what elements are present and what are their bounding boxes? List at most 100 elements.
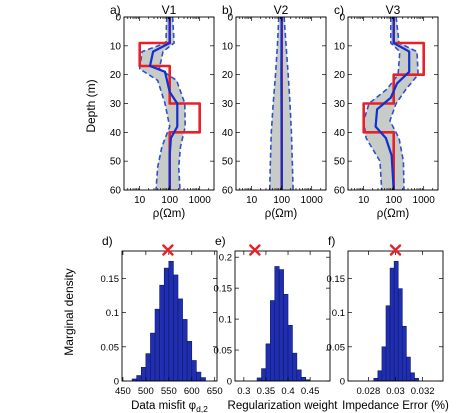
x-tick-label: 1000 — [301, 195, 324, 206]
histogram-bar — [163, 267, 170, 382]
histogram-bar — [385, 305, 391, 382]
x-tick-label: 0.03 — [386, 386, 405, 397]
lower-bound-line — [362, 17, 401, 190]
histogram-bar — [300, 376, 306, 382]
panel-title: V3 — [386, 3, 401, 17]
profile-plot-area — [362, 17, 426, 190]
x-tick-label: 500 — [138, 386, 154, 397]
y-tick-label: 40 — [110, 128, 122, 139]
histogram-bar — [186, 341, 193, 382]
x-axis-label-subscript: d,2 — [196, 404, 208, 413]
y-tick-label: 0 — [340, 377, 345, 388]
y-tick-label: 30 — [222, 99, 234, 110]
panel-label: b) — [222, 3, 233, 17]
marker-stroke — [249, 244, 261, 256]
axes-frame — [234, 250, 331, 382]
mean-model-line — [148, 17, 179, 190]
histogram-bar — [296, 369, 302, 382]
histogram-bar — [270, 300, 276, 382]
y-tick-label: 20 — [334, 70, 346, 81]
x-axis-label: Impedance Error (%) — [342, 400, 449, 412]
y-tick-label: 0.1 — [332, 308, 345, 319]
marker-stroke — [389, 244, 402, 256]
x-tick-label: 10 — [246, 195, 258, 206]
x-tick-label: 10 — [358, 195, 370, 206]
mean-model-line — [374, 17, 411, 190]
y-tick-label: 0 — [114, 377, 119, 388]
histogram-bar — [182, 319, 188, 382]
upper-bound-line — [158, 17, 186, 190]
upper-bound-line — [283, 17, 294, 190]
histogram-bar — [283, 294, 289, 382]
histogram-bar — [410, 372, 415, 382]
mean-model-line — [280, 17, 283, 190]
x-axis-label: Regularization weight — [228, 400, 339, 412]
y-tick-label: 50 — [334, 157, 346, 168]
y-tick-label: 30 — [110, 99, 122, 110]
y-tick-label: 0 — [227, 13, 233, 24]
y-tick-label: 10 — [222, 41, 234, 52]
true-model-line — [138, 17, 201, 190]
x-axis-label: ρ(Ωm) — [377, 208, 410, 220]
y-tick-label: 0.1 — [106, 308, 119, 319]
histogram-panel-1: 450 500 550 600 650 0 0.05 0.1 0.15 Data misfit φ… — [101, 234, 223, 413]
histogram-bar — [261, 368, 267, 382]
histogram-bar — [168, 260, 174, 382]
lower-bound-line — [138, 17, 171, 190]
histogram-bar — [393, 260, 399, 382]
histogram-bar — [154, 308, 160, 382]
histogram-bar — [200, 377, 206, 382]
histogram-bar — [274, 266, 280, 382]
x-axis-label: Data misfit φd,2 — [131, 400, 208, 413]
profiles-y-axis-label: Depth (m) — [84, 79, 98, 132]
y-tick-label: 0 — [227, 377, 232, 388]
x-tick-label: 10 — [134, 195, 146, 206]
x-tick-label: 0.45 — [301, 386, 320, 397]
histogram-bar — [406, 356, 411, 382]
y-tick-label: 20 — [110, 70, 122, 81]
x-tick-label: 100 — [385, 195, 402, 206]
y-tick-label: 0.05 — [327, 342, 346, 353]
panel-label: d) — [102, 234, 113, 248]
y-tick-label: 40 — [334, 128, 346, 139]
x-tick-label: 1000 — [189, 195, 212, 206]
histogram-bar — [377, 370, 383, 382]
histogram-bar — [381, 346, 387, 382]
y-tick-label: 0.05 — [214, 346, 233, 357]
x-tick-label: 0.3 — [237, 386, 250, 397]
panel-title: V1 — [162, 3, 177, 17]
true-value-marker — [162, 244, 174, 256]
histograms-y-axis-label: Marginal density — [62, 268, 76, 355]
x-axis-label: ρ(Ωm) — [153, 208, 186, 220]
x-tick-label: 0.35 — [257, 386, 276, 397]
y-tick-label: 10 — [110, 41, 122, 52]
panel-title: V2 — [274, 3, 289, 17]
x-tick-label: 0.032 — [411, 386, 435, 397]
histogram-bar — [140, 367, 147, 382]
y-tick-label: 0.15 — [101, 274, 120, 285]
y-tick-label: 10 — [334, 41, 346, 52]
y-tick-label: 0.1 — [219, 315, 232, 326]
lower-bound-line — [268, 17, 280, 190]
y-tick-label: 0.15 — [327, 274, 346, 285]
histogram-bar — [287, 324, 293, 382]
true-value-marker — [389, 244, 402, 256]
profile-panel-3: 10 100 1000 0 10 20 30 40 50 60 ρ(Ωm) c) V3 — [334, 3, 439, 220]
panel-label: f) — [328, 234, 335, 248]
x-tick-label: 100 — [161, 195, 178, 206]
profile-plot-area — [138, 17, 201, 190]
x-tick-label: 550 — [161, 386, 177, 397]
x-tick-label: 650 — [207, 386, 223, 397]
profile-plot-area — [268, 17, 294, 190]
histogram-panel-2: 0.3 0.35 0.4 0.45 0 0.05 0.1 0.15 0.2 Regularizat… — [214, 234, 339, 412]
histogram-bar — [196, 371, 202, 382]
histogram-bar — [191, 360, 197, 382]
true-value-marker — [249, 244, 261, 256]
histogram-bar — [136, 375, 142, 382]
y-tick-label: 60 — [110, 186, 122, 197]
histogram-bar — [401, 325, 407, 382]
x-axis-label: ρ(Ωm) — [265, 208, 298, 220]
histogram-bar — [256, 377, 262, 382]
histogram-bar — [397, 288, 403, 382]
